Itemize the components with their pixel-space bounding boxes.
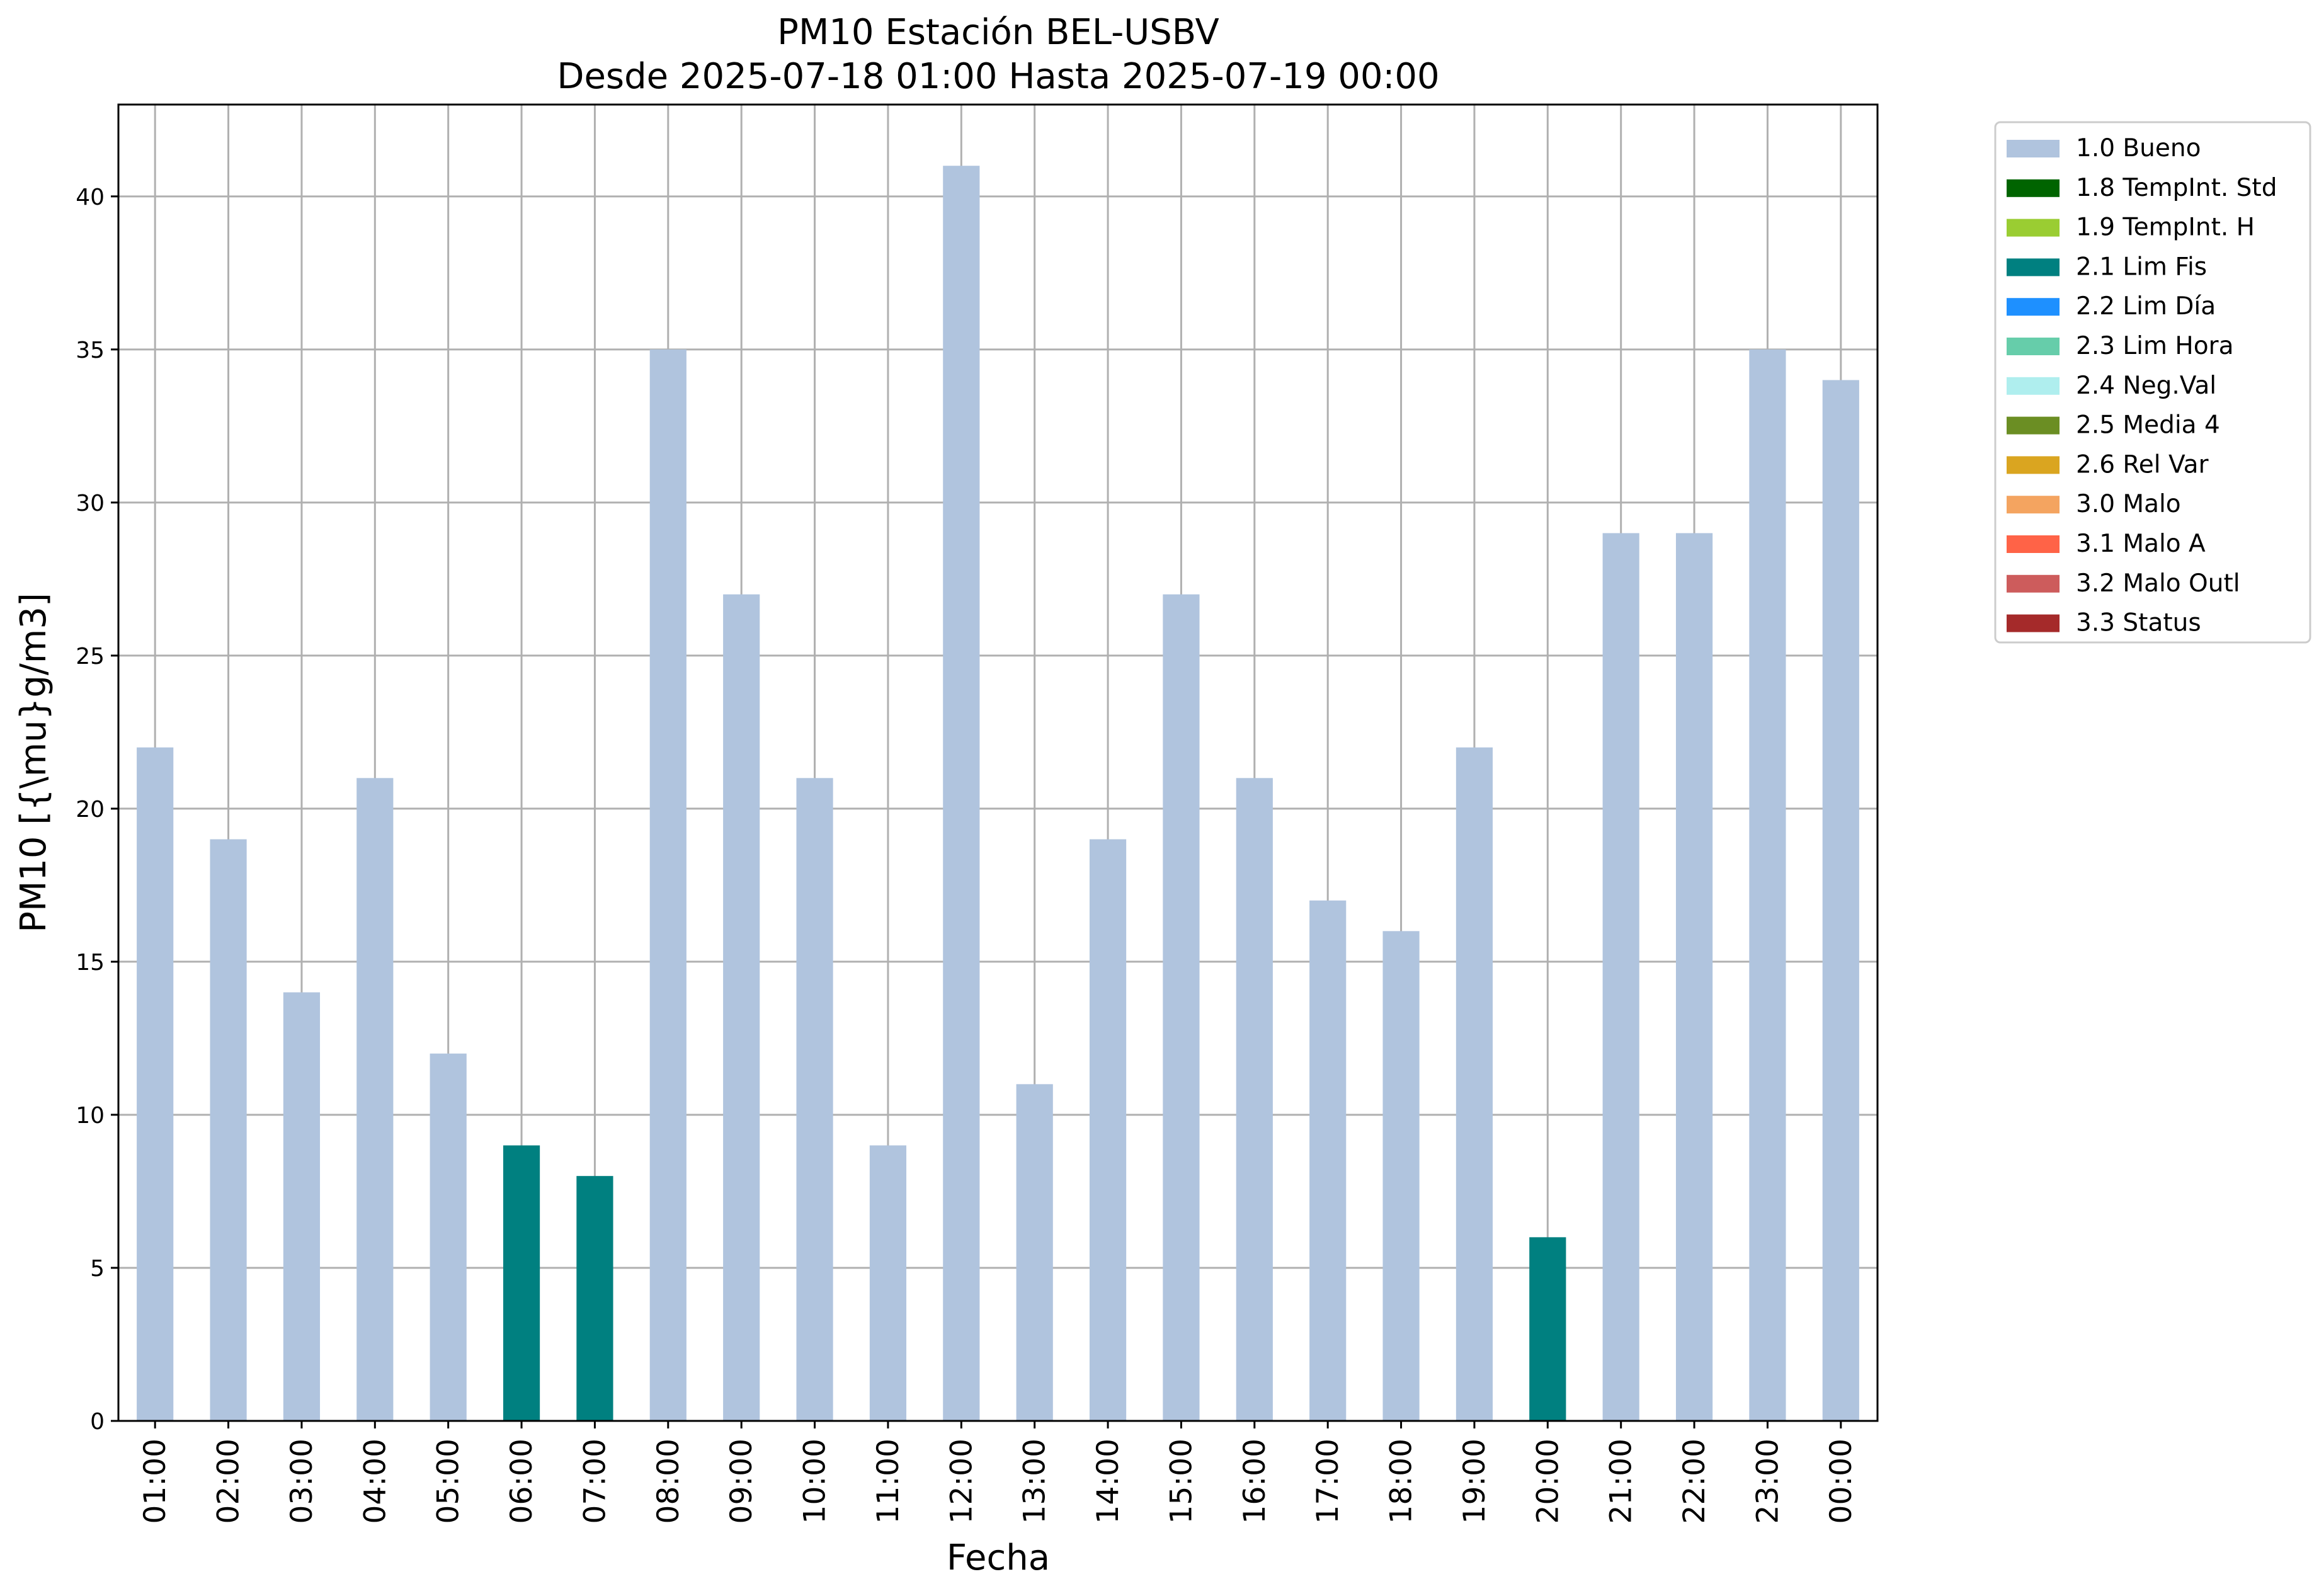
x-tick-label: 17:00 (1311, 1439, 1345, 1524)
y-tick-label: 40 (76, 185, 105, 210)
x-tick-label: 06:00 (504, 1439, 539, 1524)
x-tick-label: 15:00 (1164, 1439, 1199, 1524)
legend-label: 1.0 Bueno (2076, 134, 2201, 162)
bar (1382, 931, 1420, 1421)
x-tick-label: 13:00 (1018, 1439, 1052, 1524)
legend-label: 1.9 TempInt. H (2076, 214, 2255, 242)
x-tick-label: 10:00 (798, 1439, 833, 1524)
y-tick-label: 15 (76, 950, 105, 976)
x-tick-label: 20:00 (1530, 1439, 1565, 1524)
bar (210, 839, 247, 1421)
bar (503, 1145, 540, 1421)
x-tick-label: 12:00 (944, 1439, 979, 1524)
legend-label: 2.1 Lim Fis (2076, 253, 2207, 281)
x-tick-label: 23:00 (1750, 1439, 1785, 1524)
legend-label: 3.0 Malo (2076, 490, 2181, 518)
x-tick-label: 21:00 (1604, 1439, 1639, 1524)
bar (869, 1145, 907, 1421)
bar (1749, 349, 1786, 1422)
x-tick-label: 00:00 (1824, 1439, 1859, 1524)
x-tick-label: 03:00 (285, 1439, 319, 1524)
legend-swatch (2007, 219, 2060, 237)
x-tick-label: 09:00 (724, 1439, 759, 1524)
x-tick-label: 16:00 (1238, 1439, 1272, 1524)
bar (1822, 380, 1859, 1421)
bar (1529, 1237, 1566, 1421)
legend-swatch (2007, 456, 2060, 474)
x-tick-label: 19:00 (1457, 1439, 1492, 1524)
y-tick-label: 35 (76, 338, 105, 363)
chart-title: PM10 Estación BEL-USBV (777, 12, 1219, 53)
x-tick-label: 05:00 (431, 1439, 466, 1524)
bar (796, 778, 833, 1421)
bar (943, 166, 980, 1422)
legend-swatch (2007, 614, 2060, 632)
legend-swatch (2007, 416, 2060, 435)
legend-label: 2.2 Lim Día (2076, 292, 2216, 321)
y-axis-ticks: 0 5 10 15 20 25 30 35 40 (76, 185, 118, 1435)
x-tick-label: 07:00 (578, 1439, 612, 1524)
bar (283, 992, 321, 1421)
legend: 1.0 Bueno 1.8 TempInt. Std 1.9 TempInt. H 2… (1994, 121, 2311, 644)
bars (137, 166, 1859, 1422)
bar (430, 1053, 467, 1421)
x-tick-label: 22:00 (1677, 1439, 1712, 1524)
legend-swatch (2007, 535, 2060, 553)
legend-swatch (2007, 338, 2060, 355)
legend-swatch (2007, 140, 2060, 157)
plot-frame (117, 103, 1879, 1422)
y-tick-label: 0 (90, 1409, 105, 1435)
legend-swatch (2007, 258, 2060, 276)
legend-swatch (2007, 574, 2060, 593)
legend-label: 3.2 Malo Outl (2076, 569, 2240, 598)
y-tick-label: 5 (90, 1256, 105, 1282)
bar (137, 747, 174, 1421)
bar (723, 594, 760, 1421)
bar (649, 349, 687, 1422)
x-tick-label: 14:00 (1091, 1439, 1125, 1524)
x-tick-label: 11:00 (871, 1439, 906, 1524)
x-tick-label: 04:00 (358, 1439, 392, 1524)
bar (1675, 533, 1713, 1421)
bar (1016, 1084, 1053, 1421)
x-tick-label: 08:00 (651, 1439, 686, 1524)
y-tick-label: 25 (76, 644, 105, 670)
legend-swatch (2007, 377, 2060, 395)
legend-label: 2.5 Media 4 (2076, 411, 2220, 440)
y-tick-label: 10 (76, 1103, 105, 1129)
x-tick-label: 18:00 (1384, 1439, 1419, 1524)
bar (1602, 533, 1639, 1421)
legend-label: 3.3 Status (2076, 609, 2201, 637)
y-tick-label: 30 (76, 491, 105, 516)
bar (1089, 839, 1127, 1421)
legend-swatch (2007, 179, 2060, 197)
x-axis-ticks: 01:00 02:00 03:00 04:00 05:00 06:00 07:00 08:00… (138, 1421, 1859, 1524)
legend-swatch (2007, 298, 2060, 316)
legend-label: 2.6 Rel Var (2076, 450, 2209, 479)
y-axis-label: PM10 [{\mu}g/m3] (13, 593, 54, 933)
bar (1309, 900, 1347, 1421)
x-tick-label: 01:00 (138, 1439, 173, 1524)
bar (1163, 594, 1200, 1421)
legend-swatch (2007, 496, 2060, 514)
legend-frame (1994, 121, 2311, 644)
y-tick-label: 20 (76, 797, 105, 823)
legend-label: 1.8 TempInt. Std (2076, 174, 2277, 202)
legend-label: 2.3 Lim Hora (2076, 332, 2234, 360)
bar (576, 1176, 613, 1421)
bar (1236, 778, 1273, 1421)
legend-label: 2.4 Neg.Val (2076, 372, 2216, 400)
bar (356, 778, 394, 1421)
chart-subtitle: Desde 2025-07-18 01:00 Hasta 2025-07-19 … (557, 56, 1439, 97)
x-tick-label: 02:00 (212, 1439, 246, 1524)
legend-label: 3.1 Malo A (2076, 530, 2206, 558)
bar (1456, 747, 1493, 1421)
x-axis-label: Fecha (947, 1537, 1050, 1578)
